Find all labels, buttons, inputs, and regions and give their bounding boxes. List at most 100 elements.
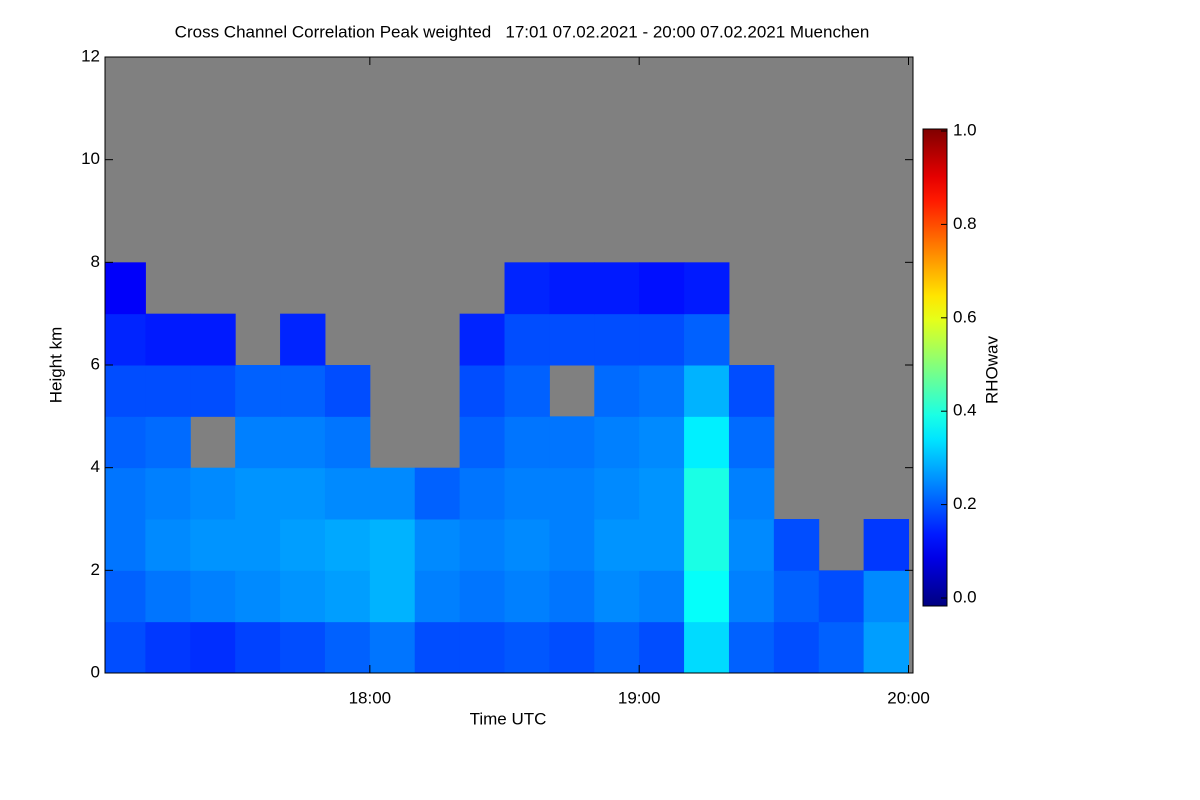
heatmap-cell [863,519,910,571]
heatmap-cell [818,621,865,673]
y-tick-label: 4 [91,457,100,476]
heatmap-cell [639,467,685,520]
y-tick-label: 0 [91,662,100,681]
heatmap-cell [190,313,236,366]
heatmap-cell [145,365,191,417]
heatmap-cell [639,570,685,623]
heatmap-cell [280,313,326,366]
y-axis-label: Height km [46,327,65,404]
heatmap-cell [414,467,461,520]
heatmap-cell [549,519,595,571]
heatmap-cell [863,570,910,623]
heatmap-cell [773,570,820,623]
heatmap-cell [105,621,146,673]
heatmap-cell [684,262,730,315]
colorbar-label: RHOwav [982,335,1001,404]
heatmap-cell [280,467,326,520]
heatmap-cell [594,262,640,315]
heatmap-cell [324,570,371,623]
heatmap-cell [280,416,326,469]
heatmap-cell [684,570,730,623]
heatmap-cell [639,313,685,366]
heatmap-cell [504,467,550,520]
heatmap-cell [105,519,146,571]
heatmap-cell [594,570,640,623]
heatmap-cell [684,519,730,571]
heatmap-cell [639,416,685,469]
heatmap-cell [190,519,236,571]
heatmap-cell [549,621,595,673]
heatmap-cell [728,365,775,417]
heatmap-cell [773,621,820,673]
heatmap-cell [324,467,371,520]
heatmap-cell [414,519,461,571]
colorbar [922,128,948,607]
heatmap-cell [639,519,685,571]
heatmap-cell [594,519,640,571]
heatmap-cell [145,313,191,366]
heatmap-cell [504,519,550,571]
heatmap-cell [818,570,865,623]
heatmap-cell [684,416,730,469]
heatmap-cell [105,416,146,469]
heatmap-cell [280,621,326,673]
colorbar-tick-label: 1.0 [953,120,977,139]
heatmap-cell [414,621,461,673]
heatmap-cell [280,365,326,417]
y-tick-label: 12 [81,46,100,65]
heatmap-cell [639,365,685,417]
heatmap-cell [549,262,595,315]
heatmap-cell [105,467,146,520]
heatmap-cell [684,621,730,673]
heatmap-cell [369,570,416,623]
y-tick-label: 10 [81,149,100,168]
y-tick-label: 6 [91,354,100,373]
colorbar-tick-label: 0.2 [953,494,977,513]
heatmap-cell [728,416,775,469]
heatmap-cell [459,621,506,673]
heatmap-cell [684,313,730,366]
heatmap-cell [414,570,461,623]
heatmap-cell [145,519,191,571]
heatmap-cell [504,313,550,366]
heatmap-cell [594,621,640,673]
heatmap-cell [594,365,640,417]
heatmap-cell [235,467,281,520]
heatmap-cell [504,365,550,417]
x-tick-label: 19:00 [618,688,661,707]
heatmap-cell [459,570,506,623]
heatmap-cell [728,570,775,623]
heatmap-cell [594,467,640,520]
heatmap-cell [190,365,236,417]
heatmap-cell [549,467,595,520]
heatmap-cell [280,519,326,571]
heatmap-cell [190,621,236,673]
heatmap-cell [549,313,595,366]
heatmap-cell [594,313,640,366]
y-tick-label: 2 [91,560,100,579]
heatmap-cell [280,570,326,623]
heatmap-cell [145,570,191,623]
y-tick-label: 8 [91,252,100,271]
heatmap-cell [235,519,281,571]
colorbar-tick-label: 0.4 [953,401,977,420]
heatmap [105,262,910,673]
heatmap-cell [235,416,281,469]
heatmap-cell [549,570,595,623]
heatmap-cell [504,262,550,315]
heatmap-cell [594,416,640,469]
heatmap-cell [459,467,506,520]
heatmap-cell [324,365,371,417]
heatmap-cell [369,519,416,571]
heatmap-cell [105,570,146,623]
heatmap-cell [369,621,416,673]
heatmap-cell [773,519,820,571]
heatmap-cell [639,262,685,315]
heatmap-cell [728,467,775,520]
heatmap-cell [145,416,191,469]
heatmap-cell [728,621,775,673]
heatmap-cell [105,313,146,366]
heatmap-cell [324,416,371,469]
heatmap-cell [504,621,550,673]
